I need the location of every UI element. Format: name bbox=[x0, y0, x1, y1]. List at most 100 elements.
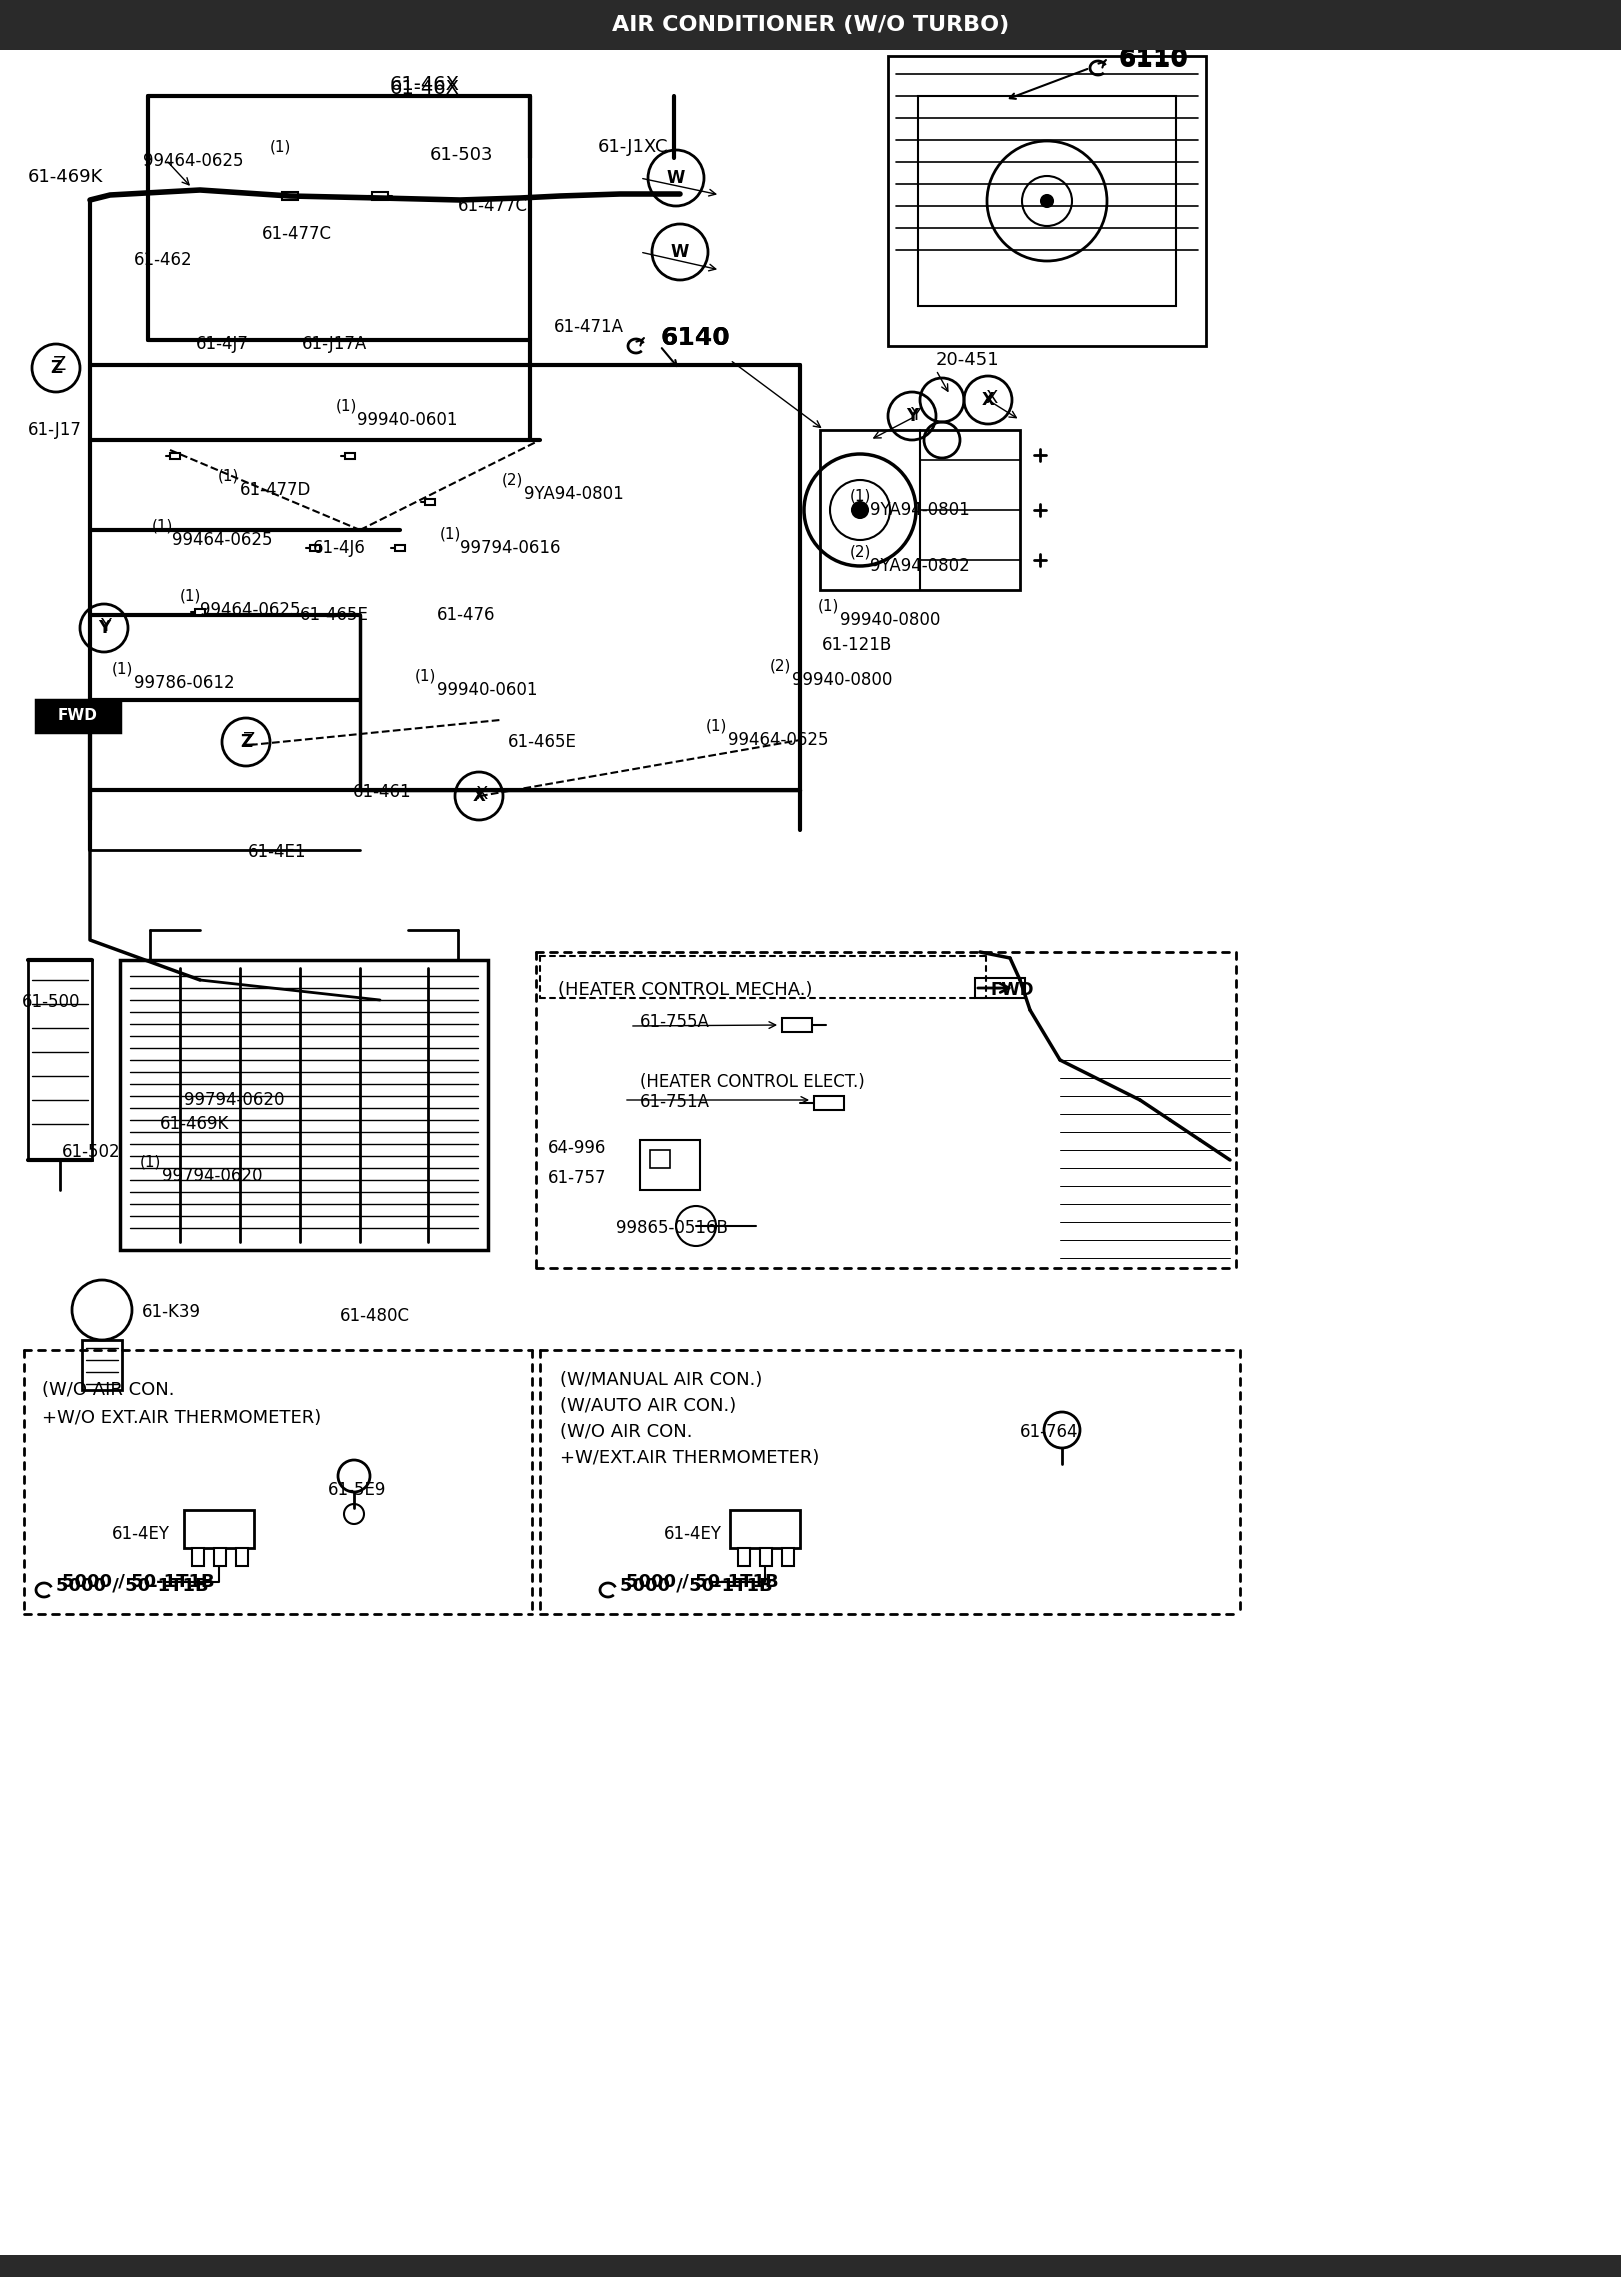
Text: 61-502: 61-502 bbox=[62, 1143, 120, 1161]
Text: 5000 / 50-1T1B: 5000 / 50-1T1B bbox=[626, 1573, 778, 1592]
Text: 61-477C: 61-477C bbox=[459, 198, 528, 214]
Bar bbox=[760, 1548, 772, 1567]
Text: 61-462: 61-462 bbox=[135, 250, 193, 269]
Text: 99464-0625: 99464-0625 bbox=[728, 731, 828, 749]
Bar bbox=[185, 1510, 254, 1548]
Bar bbox=[170, 453, 180, 460]
Bar bbox=[729, 1510, 801, 1548]
Text: 64-996: 64-996 bbox=[548, 1138, 606, 1157]
Bar bbox=[28, 961, 92, 1159]
Text: 6140: 6140 bbox=[660, 326, 729, 351]
Text: (1): (1) bbox=[819, 599, 840, 613]
Circle shape bbox=[853, 501, 867, 517]
Text: (W/AUTO AIR CON.): (W/AUTO AIR CON.) bbox=[559, 1398, 736, 1414]
Text: 61-46X: 61-46X bbox=[391, 75, 460, 93]
Text: 99940-0800: 99940-0800 bbox=[793, 672, 893, 690]
Text: FWD: FWD bbox=[58, 708, 97, 724]
Text: (1): (1) bbox=[152, 519, 173, 533]
Text: (1): (1) bbox=[139, 1154, 162, 1170]
Bar bbox=[345, 453, 355, 460]
Bar bbox=[425, 499, 434, 505]
Bar bbox=[310, 544, 319, 551]
Text: 61-4E1: 61-4E1 bbox=[248, 842, 306, 861]
Text: X: X bbox=[473, 788, 485, 806]
Text: 5000 / 50-1T1B: 5000 / 50-1T1B bbox=[619, 1578, 773, 1594]
Bar bbox=[371, 191, 387, 200]
Text: W: W bbox=[671, 244, 689, 262]
Text: (2): (2) bbox=[770, 658, 791, 674]
Text: 61-757: 61-757 bbox=[548, 1168, 606, 1186]
Text: 6110: 6110 bbox=[1118, 46, 1188, 71]
Text: 61-764: 61-764 bbox=[1020, 1423, 1078, 1441]
Bar bbox=[0, 2254, 1621, 2277]
Text: 61-465E: 61-465E bbox=[300, 606, 370, 624]
Bar bbox=[640, 1141, 700, 1191]
Text: (1): (1) bbox=[336, 398, 357, 414]
Text: (1): (1) bbox=[271, 139, 292, 155]
Text: Z: Z bbox=[242, 731, 254, 749]
Text: 9YA94-0801: 9YA94-0801 bbox=[870, 501, 969, 519]
Bar bbox=[195, 608, 204, 615]
Text: (1): (1) bbox=[849, 490, 872, 503]
Bar bbox=[120, 961, 488, 1250]
Text: (W/O AIR CON.: (W/O AIR CON. bbox=[42, 1380, 175, 1398]
Text: Z: Z bbox=[52, 355, 65, 373]
Text: 61-J1XC: 61-J1XC bbox=[598, 139, 668, 157]
Text: Y: Y bbox=[906, 408, 917, 426]
Bar bbox=[282, 191, 298, 200]
Circle shape bbox=[1041, 196, 1054, 207]
Bar bbox=[814, 1095, 845, 1109]
Text: 6110: 6110 bbox=[1118, 48, 1188, 73]
Text: 5000 / 50-1T1B: 5000 / 50-1T1B bbox=[57, 1578, 209, 1594]
Text: 99940-0601: 99940-0601 bbox=[438, 681, 538, 699]
Text: 61-461: 61-461 bbox=[353, 783, 412, 802]
Text: (W/O AIR CON.: (W/O AIR CON. bbox=[559, 1423, 692, 1441]
Text: 99794-0620: 99794-0620 bbox=[185, 1091, 285, 1109]
Text: 61-121B: 61-121B bbox=[822, 635, 892, 653]
Text: 61-4J6: 61-4J6 bbox=[313, 540, 366, 558]
Text: W: W bbox=[666, 168, 686, 187]
Text: 61-480C: 61-480C bbox=[340, 1307, 410, 1325]
Text: (HEATER CONTROL ELECT.): (HEATER CONTROL ELECT.) bbox=[640, 1072, 864, 1091]
Bar bbox=[83, 1339, 122, 1389]
Bar bbox=[974, 979, 1024, 997]
Text: Z: Z bbox=[240, 733, 251, 751]
Bar bbox=[781, 1018, 812, 1031]
Text: +W/EXT.AIR THERMOMETER): +W/EXT.AIR THERMOMETER) bbox=[559, 1448, 819, 1466]
Text: 61-477D: 61-477D bbox=[240, 480, 311, 499]
Text: Y: Y bbox=[101, 617, 110, 635]
Text: 61-5E9: 61-5E9 bbox=[327, 1480, 386, 1498]
Text: +W/O EXT.AIR THERMOMETER): +W/O EXT.AIR THERMOMETER) bbox=[42, 1409, 321, 1428]
Text: 9YA94-0802: 9YA94-0802 bbox=[870, 558, 969, 576]
Text: 61-469K: 61-469K bbox=[28, 168, 104, 187]
Bar bbox=[820, 430, 1020, 590]
Text: (1): (1) bbox=[707, 720, 728, 733]
Text: Y: Y bbox=[97, 619, 110, 638]
Text: Y: Y bbox=[909, 405, 921, 424]
Text: (W/MANUAL AIR CON.): (W/MANUAL AIR CON.) bbox=[559, 1371, 762, 1389]
Text: 9YA94-0801: 9YA94-0801 bbox=[524, 485, 624, 503]
Bar bbox=[917, 96, 1175, 305]
Text: X: X bbox=[982, 392, 994, 410]
Text: 61-500: 61-500 bbox=[23, 993, 81, 1011]
Text: X: X bbox=[986, 389, 997, 408]
Bar bbox=[0, 0, 1621, 50]
Text: 61-J17A: 61-J17A bbox=[302, 335, 368, 353]
Bar bbox=[888, 57, 1206, 346]
Text: 61-476: 61-476 bbox=[438, 606, 496, 624]
Text: 99794-0616: 99794-0616 bbox=[460, 540, 561, 558]
Text: 99464-0625: 99464-0625 bbox=[143, 153, 243, 171]
Text: (HEATER CONTROL MECHA.): (HEATER CONTROL MECHA.) bbox=[558, 981, 812, 1000]
Text: Z: Z bbox=[50, 360, 62, 378]
Bar bbox=[781, 1548, 794, 1567]
Text: 20-451: 20-451 bbox=[935, 351, 1000, 369]
Text: 99786-0612: 99786-0612 bbox=[135, 674, 235, 692]
Text: 61-755A: 61-755A bbox=[640, 1013, 710, 1031]
Text: 99464-0625: 99464-0625 bbox=[199, 601, 300, 619]
Text: 99940-0800: 99940-0800 bbox=[840, 610, 940, 628]
Text: 61-465E: 61-465E bbox=[507, 733, 577, 751]
Bar bbox=[237, 1548, 248, 1567]
Text: 61-751A: 61-751A bbox=[640, 1093, 710, 1111]
Text: X: X bbox=[475, 786, 488, 804]
Text: (2): (2) bbox=[503, 474, 524, 487]
